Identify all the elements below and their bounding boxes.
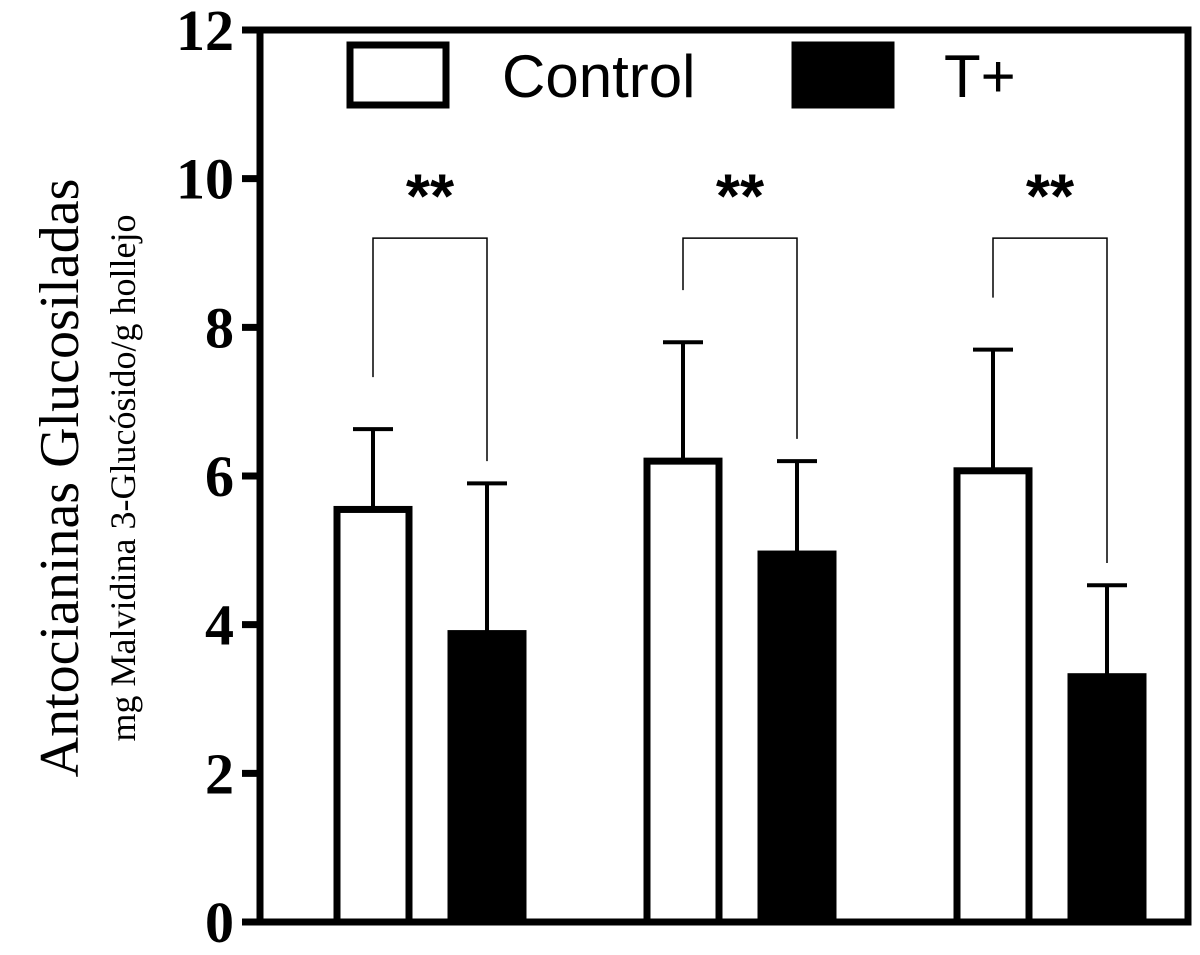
y-tick-label: 12 <box>176 0 234 63</box>
y-axis-label: Antocianinas Glucosiladas <box>29 179 91 778</box>
bar-control <box>953 467 1033 926</box>
significance-bracket <box>992 237 1108 563</box>
legend-label-tplus: T+ <box>944 43 1016 110</box>
y-tick-label: 0 <box>205 890 234 955</box>
bar-control <box>643 457 723 926</box>
y-tick-label: 6 <box>205 444 234 509</box>
bar-control <box>333 505 413 926</box>
significance-label: ** <box>1026 163 1075 232</box>
y-tick-label: 4 <box>205 593 234 658</box>
axes-layer: 0 2 4 6 8 10 12 <box>176 0 1192 955</box>
y-tick-label: 2 <box>205 741 234 806</box>
bar-tplus <box>447 630 527 926</box>
significance-bracket <box>372 237 488 462</box>
y-tick-label: 10 <box>176 147 234 212</box>
bar-tplus <box>757 550 837 926</box>
significance-label: ** <box>406 163 455 232</box>
legend-label-control: Control <box>502 43 695 110</box>
legend-swatch-control <box>346 41 450 109</box>
y-axis-sublabel: mg Malvidina 3-Glucósido/g hollejo <box>103 215 143 742</box>
legend: Control T+ <box>346 41 1016 110</box>
legend-swatch-tplus <box>791 41 895 109</box>
y-tick-label: 8 <box>205 295 234 360</box>
bar-tplus <box>1067 673 1147 926</box>
significance-label: ** <box>716 163 765 232</box>
significance-bracket <box>682 237 798 439</box>
significance-layer: ** ** ** <box>372 163 1108 563</box>
bars-layer <box>333 340 1147 926</box>
